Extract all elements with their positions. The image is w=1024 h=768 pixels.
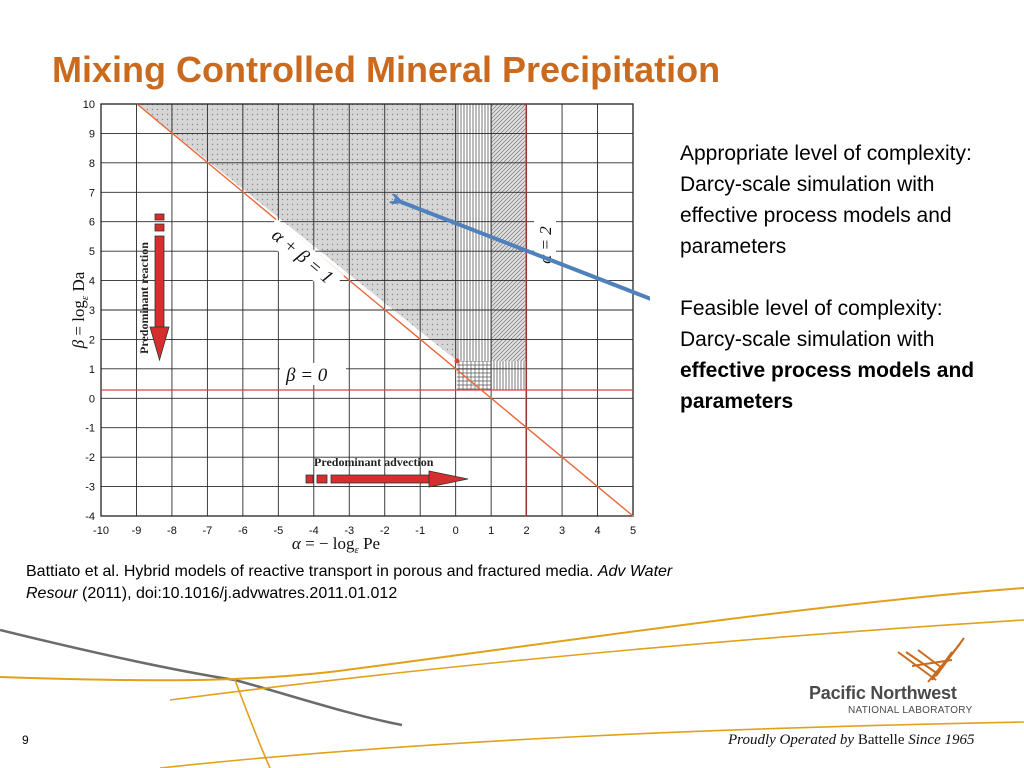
x-tick-label: -9 [132,525,142,537]
pnnl-lattice-icon [897,637,965,683]
blue-pointer-arrow [396,200,650,301]
label-alpha-two: α = 2 [534,214,556,276]
x-tick-label: -8 [167,525,177,537]
alpha-plus-beta-line [136,103,634,517]
slide-title: Mixing Controlled Mineral Precipitation [52,49,721,90]
x-tick-label: 5 [630,525,636,537]
description-text: Appropriate level of complexity: Darcy-s… [680,138,980,417]
citation-journal: Adv Water Resour [26,563,673,602]
y-tick-label: 4 [89,276,95,288]
decorative-swooshes [0,587,1024,768]
intersection-marker [454,358,460,364]
y-tick-label: 3 [89,305,95,317]
svg-text:β = 0: β = 0 [285,365,328,386]
x-tick-label: -3 [344,525,354,537]
y-tick-label: -4 [85,511,95,523]
y-tick-label: -1 [85,423,95,435]
x-tick-label: -5 [273,525,283,537]
predominant-advection-arrow [305,470,469,488]
citation: Battiato et al. Hybrid models of reactiv… [26,561,686,605]
x-tick-label: -7 [203,525,213,537]
x-tick-label: 0 [453,525,459,537]
label-beta-zero: β = 0 [280,363,346,386]
x-tick-label: 1 [488,525,494,537]
y-tick-label: 6 [89,217,95,229]
predominant-reaction-arrow [149,213,170,362]
y-tick-label: 7 [89,187,95,199]
x-tick-label: -1 [415,525,425,537]
x-tick-labels: -10 -9 -8 -7 -6 -5 -4 -3 -2 -1 0 1 2 3 4 5 [93,525,636,537]
feasible-complexity-paragraph: Feasible level of complexity: Darcy-scal… [680,293,980,417]
battelle-tagline: Proudly Operated by Battelle Since 1965 [728,732,975,748]
x-tick-label: 2 [524,525,530,537]
appropriate-complexity-paragraph: Appropriate level of complexity: Darcy-s… [680,142,972,258]
y-tick-label: 9 [89,128,95,140]
x-axis-label: α = − logε Pe [292,534,380,554]
regime-diagram: -10 -9 -8 -7 -6 -5 -4 -3 -2 -1 0 1 2 3 4 5 10 9 8 7 6 5 4 3 2 1 0… [70,92,650,554]
x-tick-label: -2 [380,525,390,537]
x-tick-label: -4 [309,525,319,537]
predominant-advection-label: Predominant advection [314,455,434,469]
y-tick-label: 0 [89,393,95,405]
y-tick-label: 2 [89,334,95,346]
diagonal-hatch-region [491,104,526,361]
predominant-reaction-label: Predominant reaction [137,242,151,354]
y-tick-label: 10 [83,99,95,111]
x-tick-label: -6 [238,525,248,537]
dotted-region [137,104,457,361]
x-tick-label: 3 [559,525,565,537]
citation-authors: Battiato et al. Hybrid models of reactiv… [26,563,598,580]
y-tick-label: 5 [89,246,95,258]
vertical-lines-region [457,104,491,361]
y-tick-label: 1 [89,364,95,376]
feasible-bold-text: effective process models and parameters [680,359,975,413]
y-tick-label: -3 [85,482,95,494]
x-tick-label: -10 [93,525,109,537]
grid-hatch-region [457,361,491,390]
citation-doi: (2011), doi:10.1016/j.advwatres.2011.01.… [77,585,398,602]
pnnl-logo: Pacific Northwest NATIONAL LABORATORY [800,630,1010,720]
feasible-plain-text: Feasible level of complexity: Darcy-scal… [680,297,943,351]
x-tick-label: 4 [594,525,600,537]
y-tick-label: 8 [89,158,95,170]
y-axis-label: β = logε Da [70,271,91,349]
plot-frame [100,103,634,517]
page-number: 9 [22,733,29,747]
lower-vertical-lines-region [491,361,526,390]
y-tick-label: -2 [85,452,95,464]
